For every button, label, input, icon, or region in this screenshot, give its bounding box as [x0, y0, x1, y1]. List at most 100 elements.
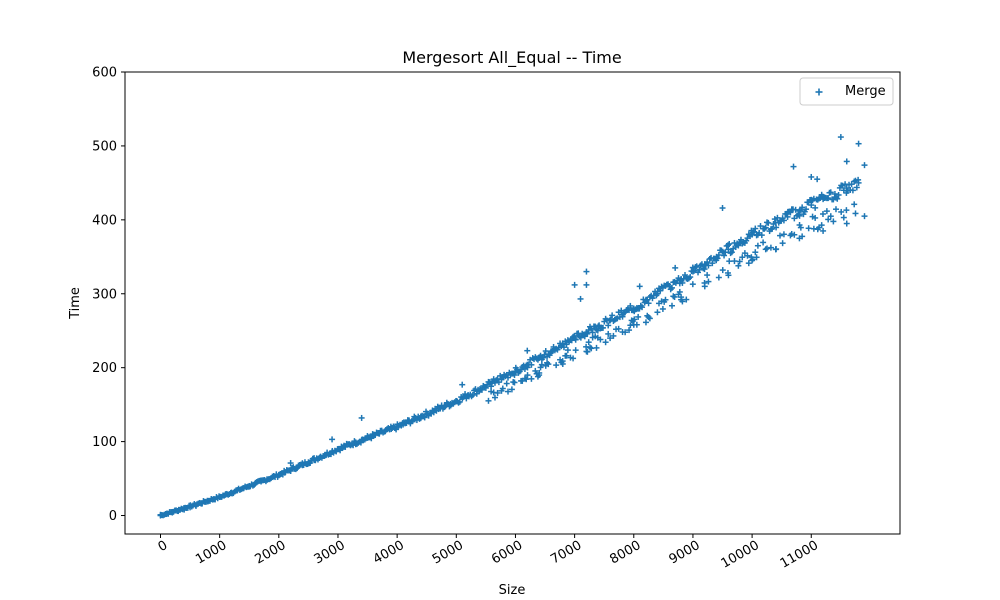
data-point [169, 509, 176, 516]
data-point [281, 469, 288, 476]
data-point [542, 348, 549, 355]
data-point [187, 504, 194, 511]
data-point [305, 459, 312, 466]
x-tick-label: 5000 [430, 538, 466, 568]
data-point [735, 262, 742, 269]
x-tick-label: 7000 [548, 538, 584, 568]
data-point [855, 140, 862, 147]
data-point [818, 222, 825, 229]
data-point [595, 323, 602, 330]
data-point [736, 258, 743, 265]
data-point [488, 380, 495, 387]
data-point [181, 506, 188, 513]
data-point [752, 249, 759, 256]
data-point [405, 418, 412, 425]
data-point [808, 173, 815, 180]
data-point [774, 214, 781, 221]
data-point [528, 375, 535, 382]
data-point [388, 426, 395, 433]
data-point [600, 324, 607, 331]
y-tick-label: 500 [92, 139, 117, 154]
data-point [739, 254, 746, 261]
legend-marker-merge [815, 88, 823, 96]
data-point [524, 361, 531, 368]
data-point [157, 511, 164, 518]
data-point [855, 179, 862, 186]
data-point [679, 279, 686, 286]
data-point [421, 414, 428, 421]
data-point [752, 225, 759, 232]
data-point [689, 281, 696, 288]
data-point [687, 274, 694, 281]
data-point [275, 471, 282, 478]
data-point [512, 368, 519, 375]
data-point [861, 162, 868, 169]
data-point [626, 327, 633, 334]
y-tick-label: 400 [92, 213, 117, 228]
data-point [662, 296, 669, 303]
data-point [639, 304, 646, 311]
data-point [346, 441, 353, 448]
x-axis: 0 1000 2000 3000 4000 5000 6000 7000 8000 9000 100… [156, 534, 821, 572]
legend: Merge [799, 77, 894, 106]
data-point [609, 312, 616, 319]
data-point [524, 347, 531, 354]
data-point [726, 240, 733, 247]
data-point [838, 208, 845, 215]
data-point [753, 254, 760, 261]
data-point [329, 448, 336, 455]
data-point [671, 293, 678, 300]
data-point [731, 258, 738, 265]
data-point [453, 397, 460, 404]
data-point [705, 262, 712, 269]
data-point [447, 400, 454, 407]
data-point [728, 249, 735, 256]
data-point [843, 207, 850, 214]
data-point [805, 225, 812, 232]
data-point [787, 209, 794, 216]
data-point [376, 430, 383, 437]
data-point [400, 421, 407, 428]
data-point [745, 260, 752, 267]
data-point [803, 206, 810, 213]
plot-frame [124, 71, 901, 535]
data-point [758, 232, 765, 239]
data-point [834, 195, 841, 202]
data-point [500, 374, 507, 381]
data-point [744, 252, 751, 259]
data-point [749, 231, 756, 238]
data-point [760, 239, 767, 246]
data-point [583, 268, 590, 275]
data-point [642, 298, 649, 305]
data-point [808, 202, 815, 209]
data-point [538, 361, 545, 368]
data-point [358, 437, 365, 444]
data-point [772, 219, 779, 226]
data-point [607, 317, 614, 324]
data-point [812, 204, 819, 211]
x-tick-label: 3000 [312, 538, 348, 568]
data-point [832, 206, 839, 213]
data-point [370, 432, 377, 439]
data-point [597, 336, 604, 343]
data-point [216, 494, 223, 501]
data-point [583, 329, 590, 336]
data-point [607, 335, 614, 342]
data-point [635, 313, 642, 320]
data-point [523, 376, 530, 383]
data-point [258, 478, 265, 485]
data-point [222, 491, 229, 498]
data-point [689, 268, 696, 275]
data-point [417, 413, 424, 420]
data-point [760, 225, 767, 232]
data-point [602, 339, 609, 346]
data-point [691, 267, 698, 274]
data-point [269, 474, 276, 481]
data-point [835, 191, 842, 198]
data-point [499, 385, 506, 392]
data-point [678, 296, 685, 303]
data-point [696, 266, 703, 273]
data-point [503, 380, 510, 387]
data-point [796, 235, 803, 242]
data-point [642, 319, 649, 326]
